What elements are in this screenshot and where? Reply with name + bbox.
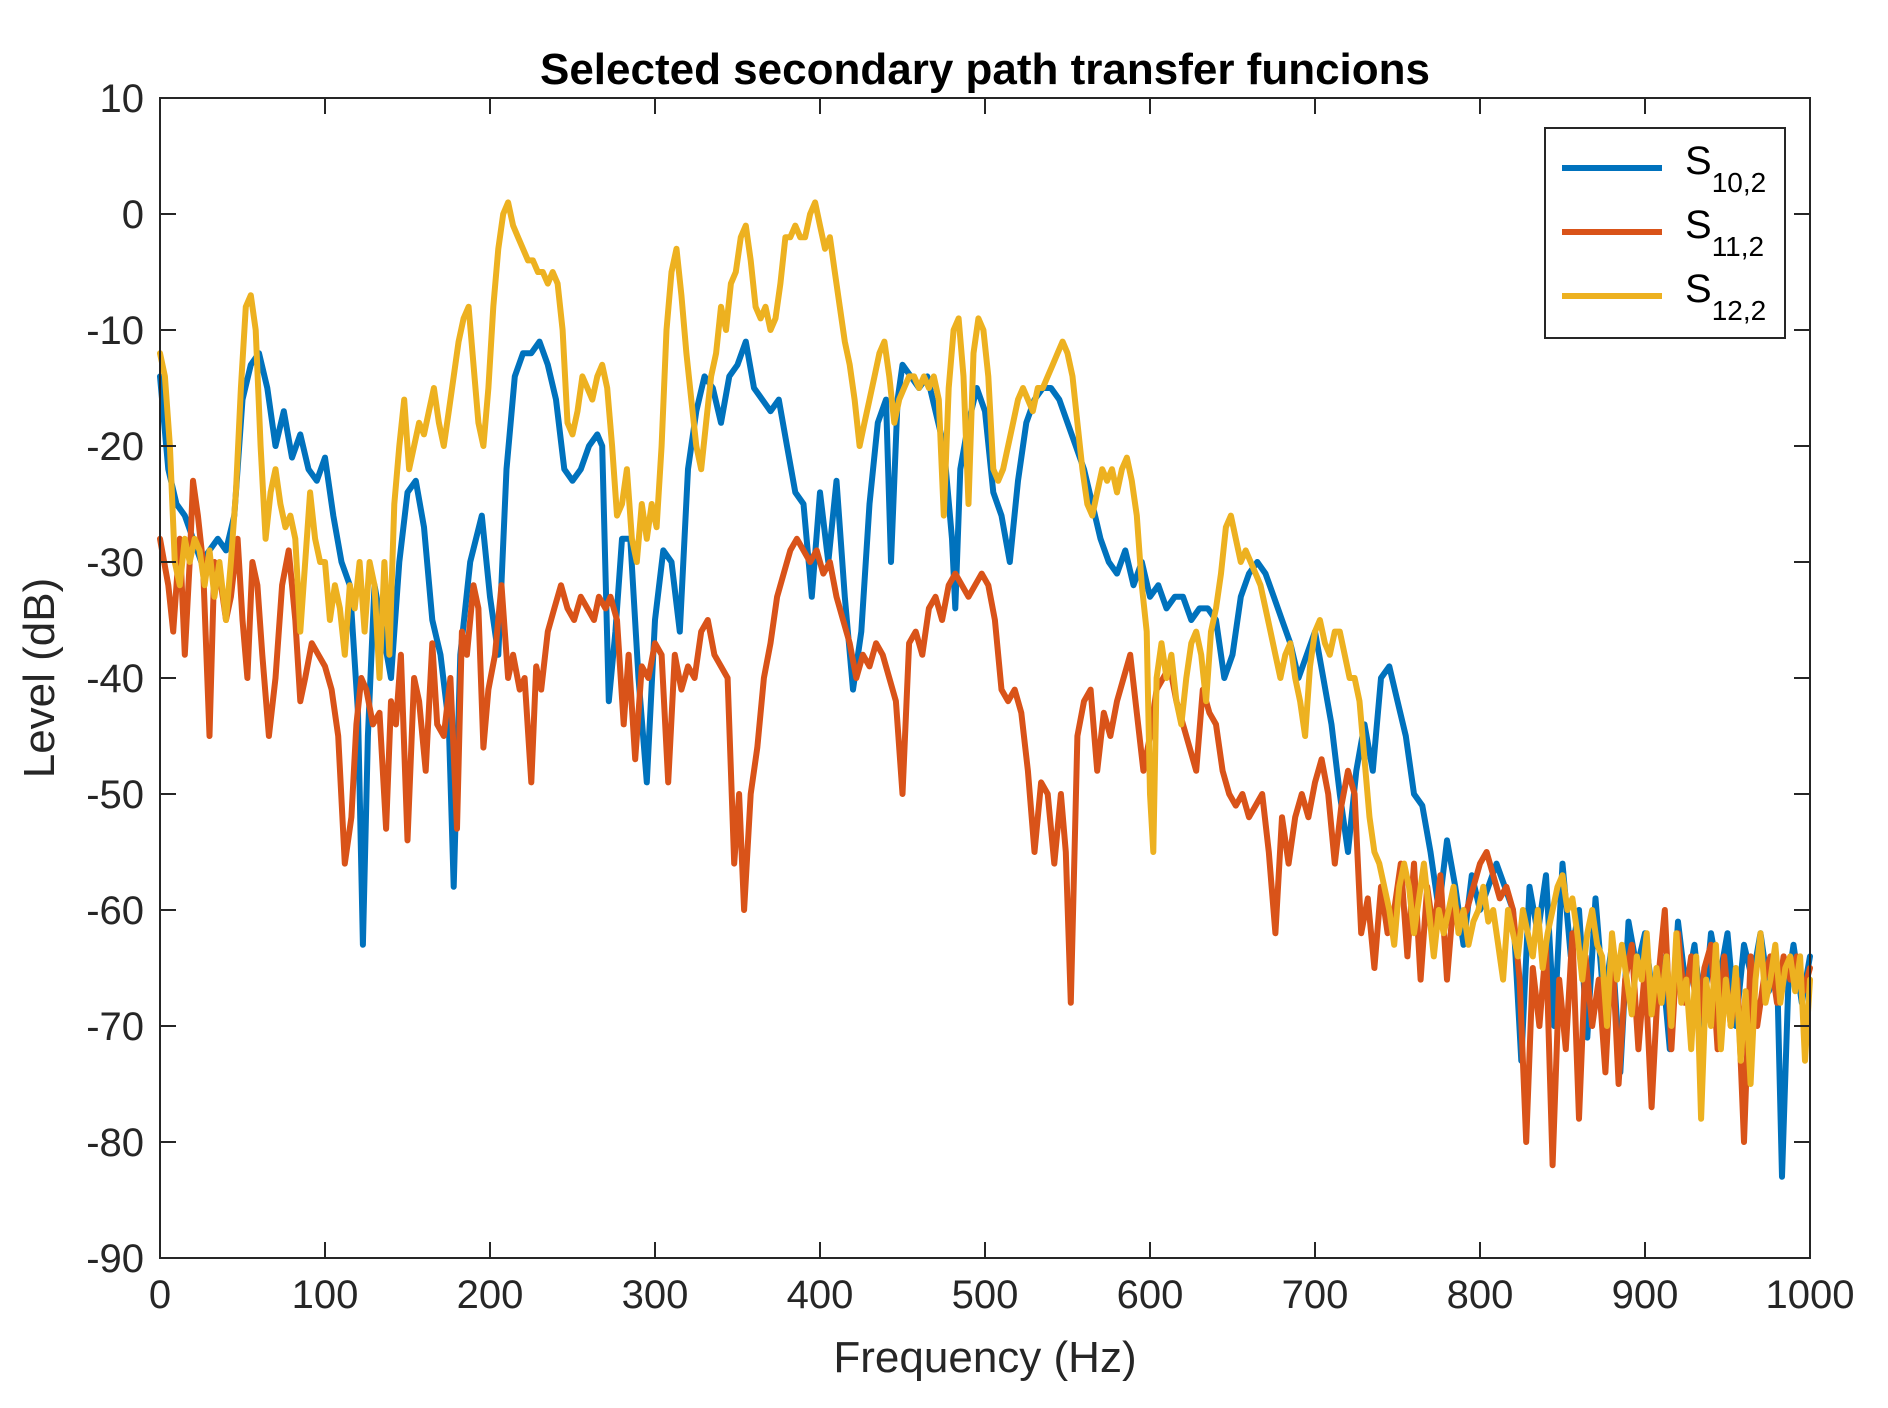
- x-tick-label: 0: [149, 1273, 171, 1317]
- legend-label-S12-2: S12,2: [1685, 267, 1766, 326]
- y-tick-label: -10: [86, 309, 144, 353]
- y-tick-label: -30: [86, 541, 144, 585]
- ticks-layer: 0 100 200 300 400 500 600 700 800 900 1000100-10-2…: [86, 77, 1854, 1317]
- y-tick-label: -20: [86, 425, 144, 469]
- y-tick-label: -90: [86, 1237, 144, 1281]
- chart-title: Selected secondary path transfer funcion…: [540, 45, 1430, 94]
- x-tick-label: 900: [1612, 1273, 1679, 1317]
- x-tick-label: 600: [1117, 1273, 1184, 1317]
- y-tick-label: 10: [100, 77, 145, 121]
- x-tick-label: 300: [622, 1273, 689, 1317]
- x-tick-label: 200: [457, 1273, 524, 1317]
- series-line-S12-2: [157, 199, 1813, 1122]
- x-tick-label: 1000: [1766, 1273, 1855, 1317]
- y-tick-label: -40: [86, 657, 144, 701]
- legend-label-S10-2: S10,2: [1685, 139, 1766, 198]
- x-tick-label: 100: [292, 1273, 359, 1317]
- x-tick-label: 700: [1282, 1273, 1349, 1317]
- x-tick-label: 500: [952, 1273, 1019, 1317]
- legend-label-S11-2: S11,2: [1685, 203, 1764, 262]
- y-tick-label: -70: [86, 1005, 144, 1049]
- y-tick-label: -60: [86, 889, 144, 933]
- series-layer: [157, 199, 1813, 1180]
- y-tick-label: -80: [86, 1121, 144, 1165]
- y-tick-label: 0: [122, 193, 144, 237]
- y-tick-label: -50: [86, 773, 144, 817]
- series-line-S11-2: [157, 477, 1813, 1169]
- y-axis-label: Level (dB): [15, 578, 64, 779]
- x-tick-label: 800: [1447, 1273, 1514, 1317]
- x-tick-label: 400: [787, 1273, 854, 1317]
- x-axis-label: Frequency (Hz): [833, 1333, 1136, 1382]
